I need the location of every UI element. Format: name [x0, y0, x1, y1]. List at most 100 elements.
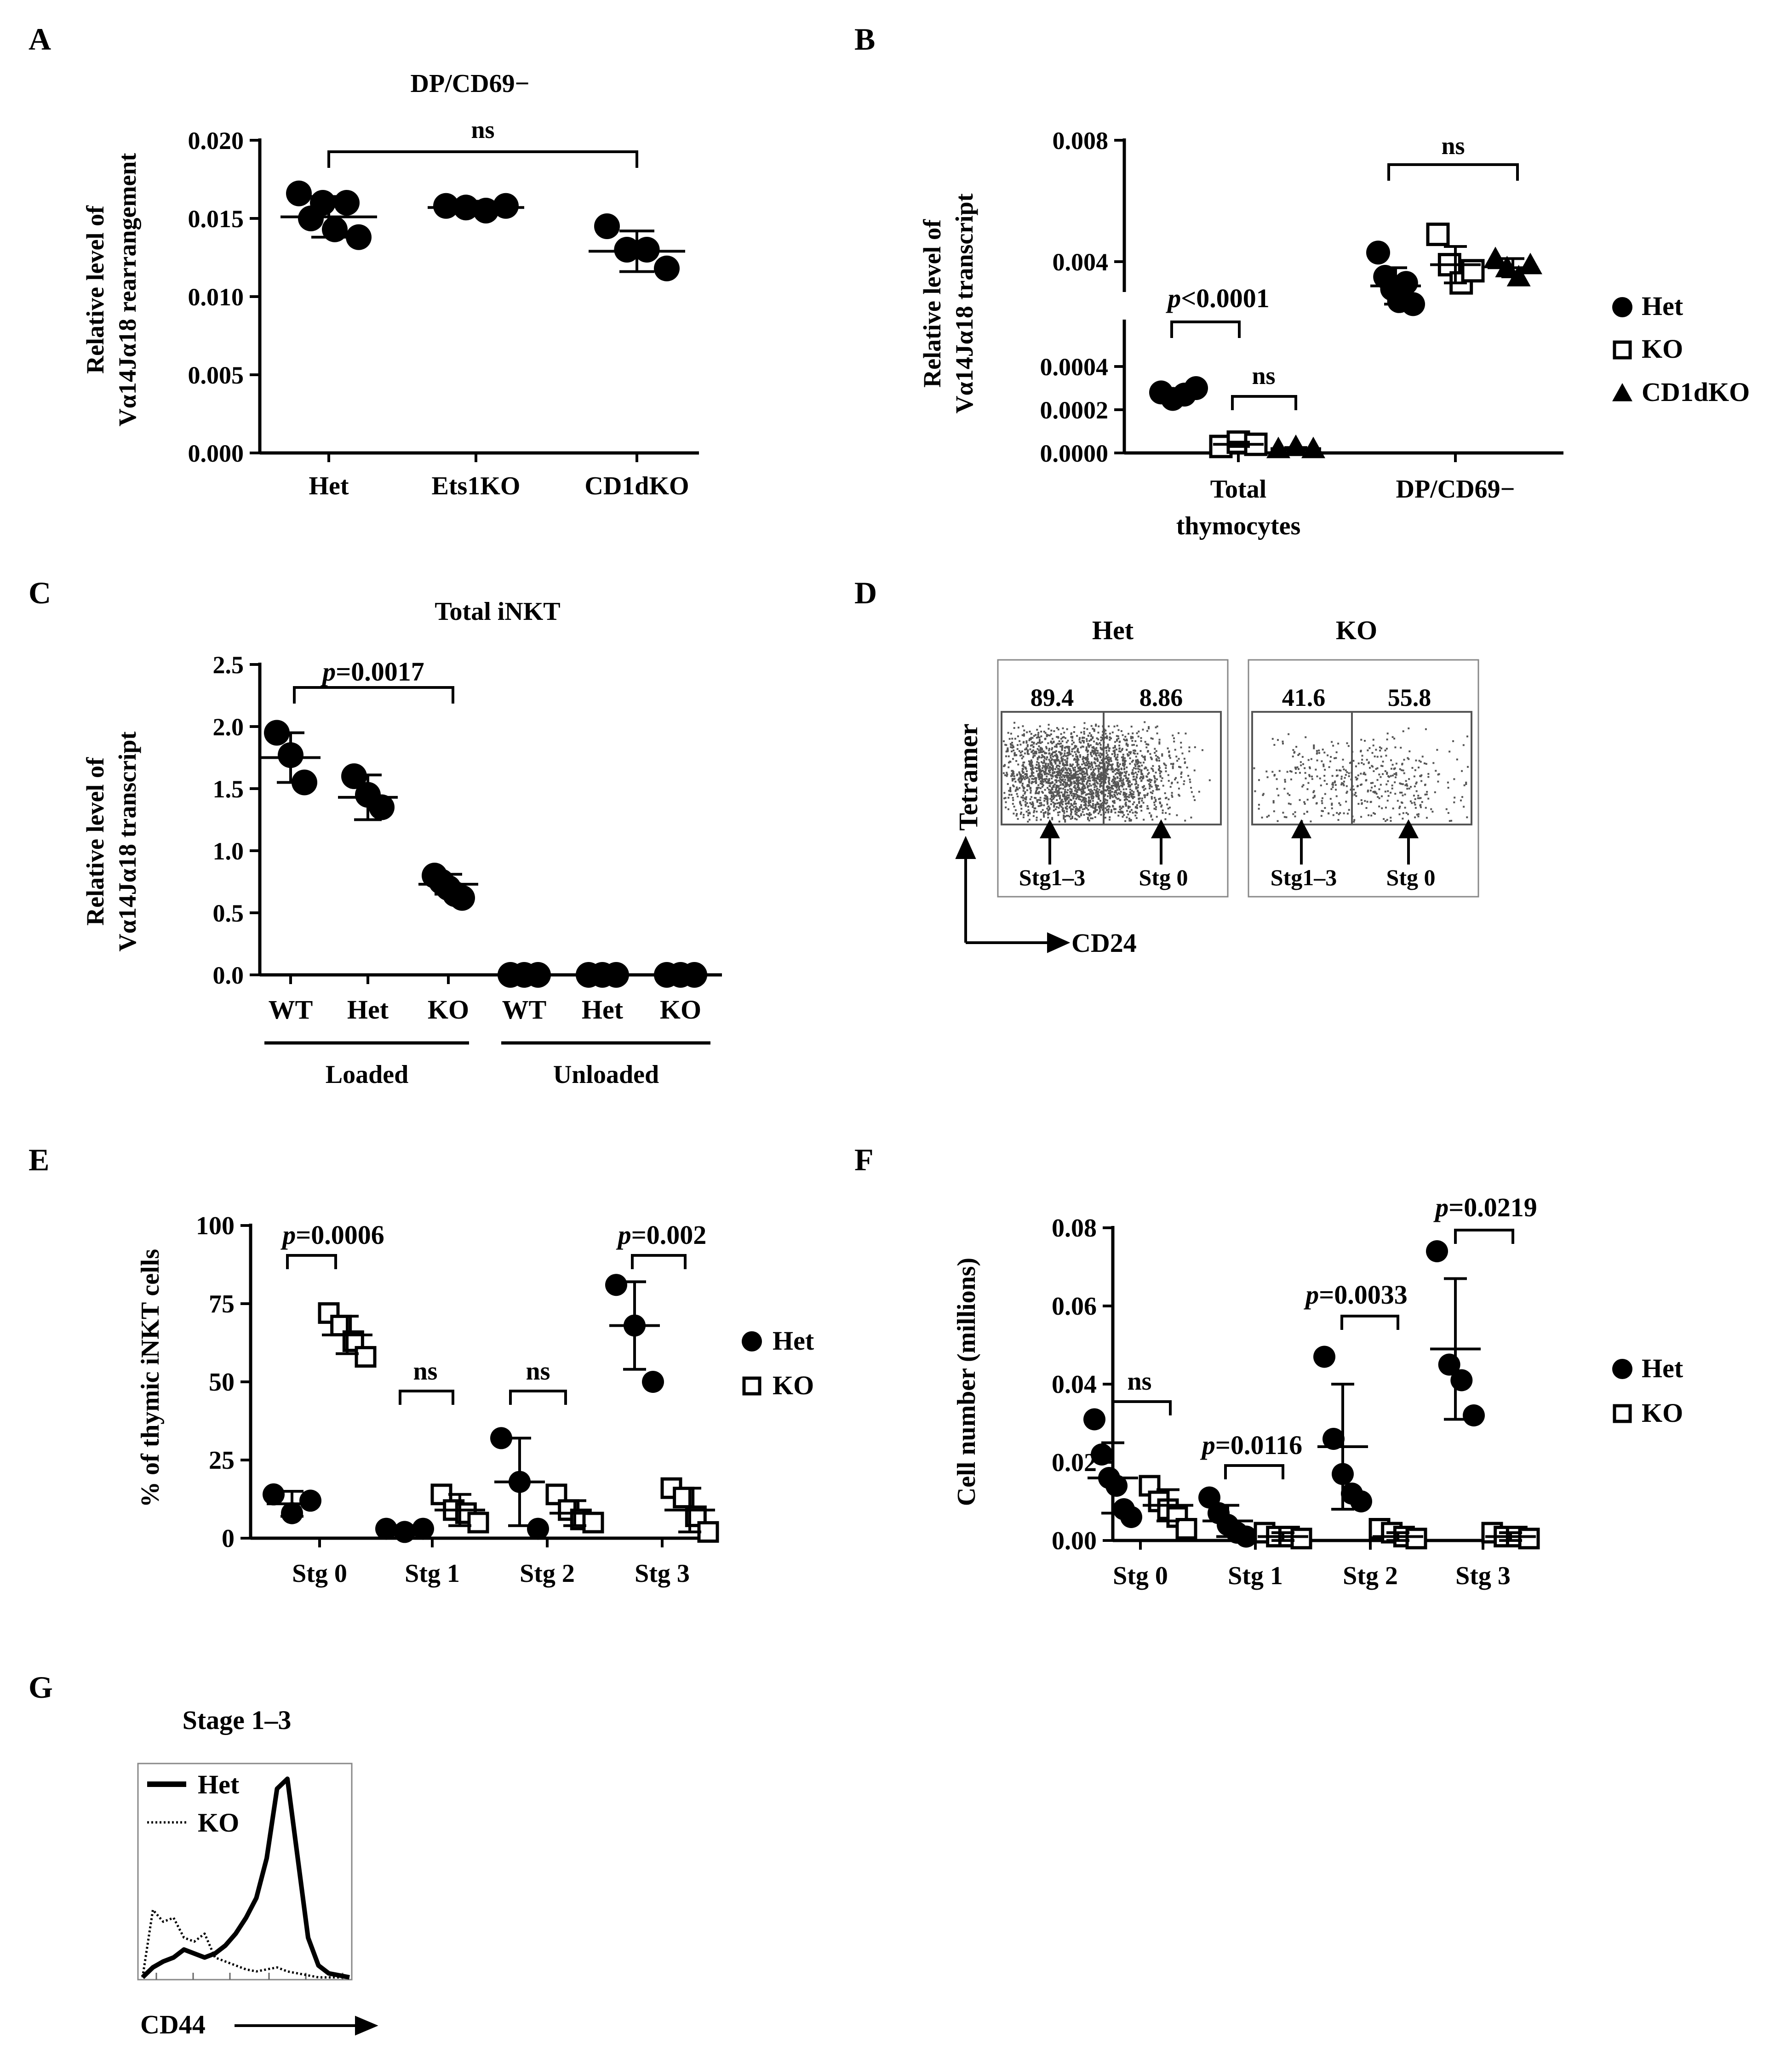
panel-d-ko-event [1332, 744, 1334, 747]
panel-d-het-event [1053, 809, 1055, 812]
panel-d-ko-event [1312, 791, 1315, 793]
panel-d-het-event [1156, 732, 1158, 734]
panel-d-het-event [1090, 751, 1092, 754]
panel-d-het-event [1054, 808, 1057, 810]
panel-d-het-event [1094, 758, 1096, 761]
panel-d-het-event [1155, 759, 1157, 761]
panel-e-x-label: Stg 3 [635, 1559, 690, 1588]
panel-d-het-event [1097, 767, 1099, 769]
panel-d-het-event [1056, 727, 1058, 729]
panel-d-het-event [1012, 758, 1014, 760]
panel-d-het-event [1152, 765, 1154, 767]
panel-d-ko-event [1316, 802, 1318, 804]
panel-d-het-event [1125, 802, 1127, 804]
panel-d-het-event [1135, 780, 1137, 783]
panel-d-het-event [1070, 811, 1072, 813]
panel-d-ko-event [1272, 802, 1275, 804]
panel-e-legend-label: Het [773, 1326, 814, 1356]
panel-d-het-event [1118, 768, 1120, 771]
panel-d-het-event [1062, 755, 1065, 757]
panel-d-het-event [1076, 765, 1078, 767]
panel-d-het-event [1037, 733, 1039, 736]
panel-d-het-event [1129, 788, 1131, 790]
panel-d-het-event [1130, 795, 1133, 797]
panel-d-het-event [1176, 814, 1178, 816]
panel-d-ko-event [1413, 802, 1415, 804]
panel-d-het-event [1127, 733, 1129, 735]
panel-d-het-event [1056, 774, 1058, 776]
panel-b-series [1149, 223, 1542, 458]
panel-d-het-event [1020, 781, 1022, 783]
panel-d-het-event [1116, 789, 1118, 791]
panel-d-het-event [1151, 738, 1154, 740]
panel-d-ko-event [1334, 757, 1336, 759]
panel-d-het-event [1091, 773, 1093, 775]
panel-d-ko-event [1284, 779, 1286, 781]
panel-d-ko-event [1432, 762, 1435, 764]
panel-d-ko-event [1343, 812, 1345, 814]
panel-d-het-event [1110, 757, 1112, 759]
panel-d-het-event [1161, 755, 1163, 757]
panel-d-ko-event [1427, 773, 1430, 775]
panel-f-annotation: p=0.0219 [1433, 1192, 1537, 1222]
panel-d-ko-event [1313, 746, 1315, 748]
panel-d-ko-event [1350, 779, 1352, 781]
panel-d-het-event [1139, 768, 1141, 771]
panel-d-het-event [1058, 771, 1060, 773]
panel-d-ko-event [1405, 812, 1408, 814]
panel-d-het-event [1076, 762, 1079, 765]
panel-d-het-event [1073, 780, 1075, 783]
panel-d-ko-event [1345, 792, 1348, 794]
panel-d-ko-event [1424, 784, 1426, 786]
panel-d-ko-event [1335, 757, 1337, 759]
panel-d-het-event [1123, 764, 1125, 767]
panel-d-het-event [1044, 732, 1047, 734]
panel-d-ko-event [1426, 817, 1428, 819]
panel-f-legend-marker [1613, 1404, 1632, 1423]
panel-d-het-event [1029, 748, 1031, 750]
panel-d-het-event [1052, 756, 1054, 758]
panel-d-het-event [1080, 806, 1082, 808]
panel-d-het-event [1159, 802, 1162, 804]
panel-d-het-event [1093, 776, 1095, 779]
panel-c-y-tick-label: 0.5 [213, 899, 244, 927]
panel-d-het-event [1022, 786, 1025, 788]
panel-d-het-event [1081, 787, 1083, 790]
panel-d-het-event [1082, 745, 1084, 748]
panel-d-het-event [1140, 740, 1142, 742]
panel-c-x-labels: WT Het KO WT Het KO [269, 975, 701, 1025]
panel-d-het-event [1061, 745, 1064, 748]
panel-d-ko-event [1380, 747, 1383, 750]
panel-d-het-event [1180, 771, 1183, 773]
panel-d-het-event [1035, 752, 1037, 755]
panel-d-het-event [1125, 796, 1128, 798]
panel-d-het-event [1029, 802, 1031, 804]
panel-d-het-event [1022, 790, 1025, 792]
panel-d-het-event [1151, 796, 1153, 798]
panel-b-group-total-line2: thymocytes [1176, 512, 1301, 540]
panel-d-ko-event [1361, 755, 1363, 757]
panel-d-het-event [1004, 764, 1006, 766]
panel-d-ko-event [1390, 817, 1392, 819]
panel-d-het-event [1082, 776, 1085, 778]
panel-d-het-event [1168, 813, 1171, 815]
panel-d-het-event [1190, 816, 1192, 819]
panel-d-ko-event [1329, 798, 1332, 800]
panel-d-het-event [1059, 803, 1061, 805]
panel-d-het-event [1066, 802, 1069, 804]
panel-d-het-event [1011, 744, 1013, 746]
panel-d-het-event [1130, 751, 1132, 753]
panel-d-het-event [1067, 789, 1069, 791]
panel-d-het-event [1142, 777, 1144, 779]
panel-d-het-event [1004, 774, 1007, 776]
panel-d-het-event [1075, 779, 1077, 782]
panel-d-het-event [1172, 766, 1174, 768]
panel-d-het-event [1061, 770, 1064, 772]
panel-e-point [299, 1489, 321, 1512]
panel-d-het-event [1051, 791, 1053, 793]
panel-d-het-event [1076, 750, 1079, 753]
panel-d-het-event [1064, 772, 1066, 774]
panel-d-het-event [1039, 802, 1041, 804]
panel-d-het-event [1016, 744, 1019, 746]
panel-d-ko-event [1445, 808, 1448, 810]
